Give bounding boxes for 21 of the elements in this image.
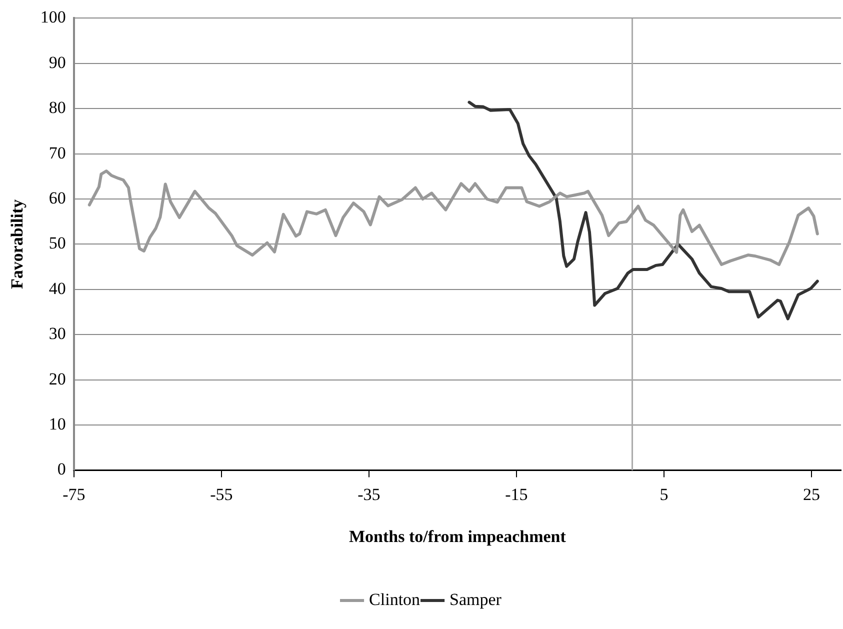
- y-tick-label: 50: [48, 234, 66, 253]
- x-tick-label: 25: [802, 484, 820, 504]
- y-tick-label: 90: [48, 52, 66, 72]
- y-tick-label: 0: [57, 460, 66, 479]
- y-tick-label: 40: [48, 278, 66, 298]
- y-tick-label: 60: [48, 188, 66, 208]
- legend-label: Clinton: [369, 590, 421, 609]
- x-tick-label: 5: [660, 484, 668, 504]
- y-axis-title: Favorability: [8, 198, 27, 290]
- x-tick-label: -15: [505, 484, 528, 504]
- y-tick-label: 70: [48, 143, 66, 162]
- y-tick-label: 100: [40, 8, 66, 27]
- y-tick-label: 10: [48, 414, 66, 434]
- legend-label: Samper: [450, 590, 502, 609]
- y-tick-label: 20: [48, 369, 66, 388]
- x-tick-label: -35: [358, 484, 380, 504]
- x-tick-label: -55: [210, 484, 233, 504]
- y-tick-label: 30: [48, 324, 66, 344]
- y-tick-label: 80: [48, 98, 66, 118]
- x-axis-title: Months to/from impeachment: [349, 527, 566, 546]
- x-tick-label: -75: [62, 484, 86, 504]
